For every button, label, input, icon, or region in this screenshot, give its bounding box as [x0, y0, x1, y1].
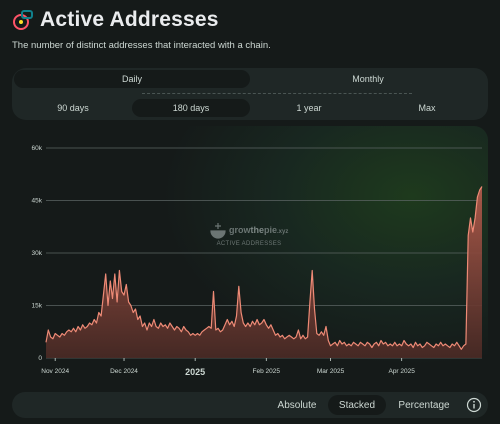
y-tick-label: 60k — [32, 145, 43, 152]
x-tick-label: Nov 2024 — [41, 368, 69, 375]
chart-card: growthepie.xyz ACTIVE ADDRESSES 0 15k 30k 4… — [12, 126, 488, 388]
mode-percentage[interactable]: Percentage — [398, 399, 450, 411]
series-line — [45, 186, 483, 350]
y-tick-label: 45k — [32, 198, 43, 205]
range-1-year[interactable]: 1 year — [296, 103, 322, 113]
y-tick-label: 30k — [32, 250, 43, 257]
x-tick-label: Dec 2024 — [110, 368, 138, 375]
x-tick-label: Apr 2025 — [388, 368, 415, 375]
page-title: Active Addresses — [40, 8, 219, 31]
interval-selector: Daily Monthly — [14, 70, 486, 88]
tab-daily[interactable]: Daily — [14, 70, 250, 88]
mode-absolute[interactable]: Absolute — [277, 399, 317, 411]
time-range-selector: 90 days 180 days 1 year Max — [14, 99, 486, 117]
x-tick-label: Feb 2025 — [253, 368, 281, 375]
page-subtitle: The number of distinct addresses that in… — [12, 40, 271, 51]
active-addresses-chart[interactable]: growthepie.xyz ACTIVE ADDRESSES 0 15k 30k 4… — [12, 126, 488, 388]
y-tick-label: 15k — [32, 303, 43, 310]
range-90-days[interactable]: 90 days — [57, 103, 89, 113]
pie-logo-icon — [210, 223, 226, 239]
watermark-caption: ACTIVE ADDRESSES — [217, 241, 282, 247]
range-max[interactable]: Max — [418, 103, 436, 113]
x-tick-label: Mar 2025 — [317, 368, 345, 375]
display-mode-bar: Absolute Stacked Percentage — [12, 392, 488, 418]
info-icon[interactable] — [466, 397, 482, 413]
filter-panel: Daily Monthly 90 days 180 days 1 year Ma… — [12, 68, 488, 120]
watermark-brand: growthepie.xyz — [229, 225, 288, 235]
range-180-days[interactable]: 180 days — [132, 99, 250, 117]
watermark: growthepie.xyz ACTIVE ADDRESSES — [210, 223, 288, 247]
y-tick-label: 0 — [38, 355, 42, 362]
series-area — [46, 186, 482, 358]
header: Active Addresses — [12, 6, 219, 34]
tab-monthly[interactable]: Monthly — [352, 74, 384, 84]
panel-divider — [142, 93, 412, 94]
x-tick-label: 2025 — [185, 367, 205, 377]
active-addresses-icon — [13, 10, 33, 30]
mode-stacked[interactable]: Stacked — [328, 395, 386, 415]
